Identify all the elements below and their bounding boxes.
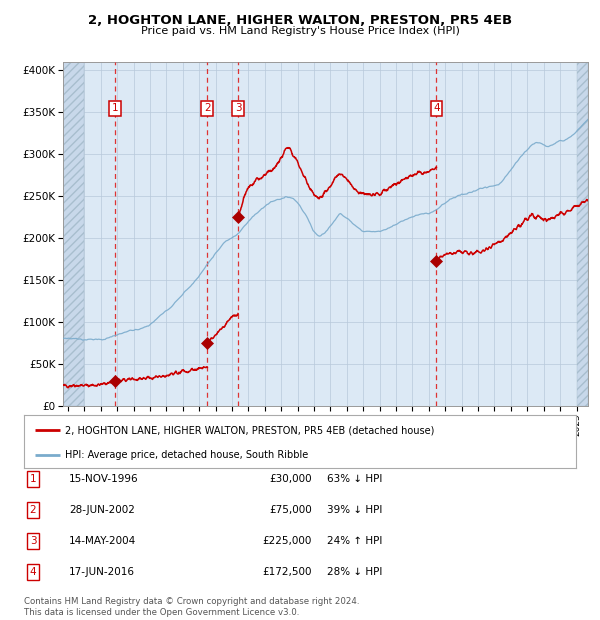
Text: 3: 3: [29, 536, 37, 546]
Text: 2: 2: [29, 505, 37, 515]
Text: 2, HOGHTON LANE, HIGHER WALTON, PRESTON, PR5 4EB (detached house): 2, HOGHTON LANE, HIGHER WALTON, PRESTON,…: [65, 425, 435, 435]
Text: HPI: Average price, detached house, South Ribble: HPI: Average price, detached house, Sout…: [65, 450, 308, 460]
Text: 24% ↑ HPI: 24% ↑ HPI: [327, 536, 382, 546]
Text: 39% ↓ HPI: 39% ↓ HPI: [327, 505, 382, 515]
Text: £30,000: £30,000: [269, 474, 312, 484]
Text: 4: 4: [433, 103, 440, 113]
Text: £172,500: £172,500: [263, 567, 312, 577]
Text: 17-JUN-2016: 17-JUN-2016: [69, 567, 135, 577]
Text: £225,000: £225,000: [263, 536, 312, 546]
Text: £75,000: £75,000: [269, 505, 312, 515]
Text: Contains HM Land Registry data © Crown copyright and database right 2024.
This d: Contains HM Land Registry data © Crown c…: [24, 598, 359, 617]
Text: 28-JUN-2002: 28-JUN-2002: [69, 505, 135, 515]
Text: 3: 3: [235, 103, 241, 113]
Text: Price paid vs. HM Land Registry's House Price Index (HPI): Price paid vs. HM Land Registry's House …: [140, 26, 460, 36]
Text: 63% ↓ HPI: 63% ↓ HPI: [327, 474, 382, 484]
Text: 2, HOGHTON LANE, HIGHER WALTON, PRESTON, PR5 4EB: 2, HOGHTON LANE, HIGHER WALTON, PRESTON,…: [88, 14, 512, 27]
Text: 28% ↓ HPI: 28% ↓ HPI: [327, 567, 382, 577]
Text: 4: 4: [29, 567, 37, 577]
Text: 1: 1: [112, 103, 118, 113]
Text: 14-MAY-2004: 14-MAY-2004: [69, 536, 136, 546]
Text: 15-NOV-1996: 15-NOV-1996: [69, 474, 139, 484]
Text: 2: 2: [204, 103, 211, 113]
Text: 1: 1: [29, 474, 37, 484]
